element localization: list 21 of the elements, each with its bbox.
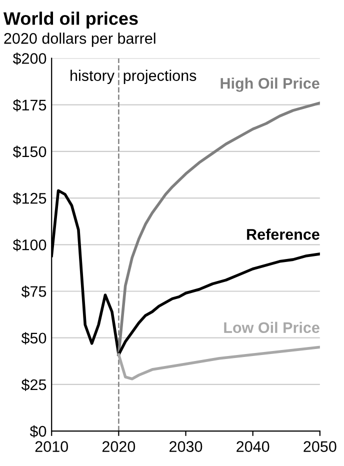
y-tick-label: $50	[21, 332, 46, 344]
y-tick-label: $175	[12, 99, 46, 112]
annotation: projections	[124, 70, 196, 84]
y-tick-label: $100	[12, 238, 46, 252]
y-tick-label: $150	[12, 146, 46, 158]
series-label: Low Oil Price	[224, 322, 320, 334]
x-tick-label: 2030	[170, 441, 202, 452]
series-label: Reference	[247, 228, 320, 240]
chart-subtitle: 2020 dollars per barrel	[4, 32, 156, 47]
y-tick-label: $0	[30, 425, 46, 438]
y-tick-label: $200	[12, 52, 46, 65]
series-label: High Oil Price	[220, 78, 320, 92]
x-tick-label: 2020	[102, 441, 136, 452]
annotation: history	[70, 70, 114, 84]
x-tick-label: 2050	[304, 441, 336, 452]
x-tick-label: 2010	[35, 441, 68, 452]
chart-title: World oil prices	[3, 12, 138, 28]
y-tick-label: $125	[12, 192, 46, 205]
x-tick-label: 2040	[236, 441, 270, 452]
y-tick-label: $25	[21, 378, 46, 392]
y-tick-label: $75	[21, 285, 46, 298]
